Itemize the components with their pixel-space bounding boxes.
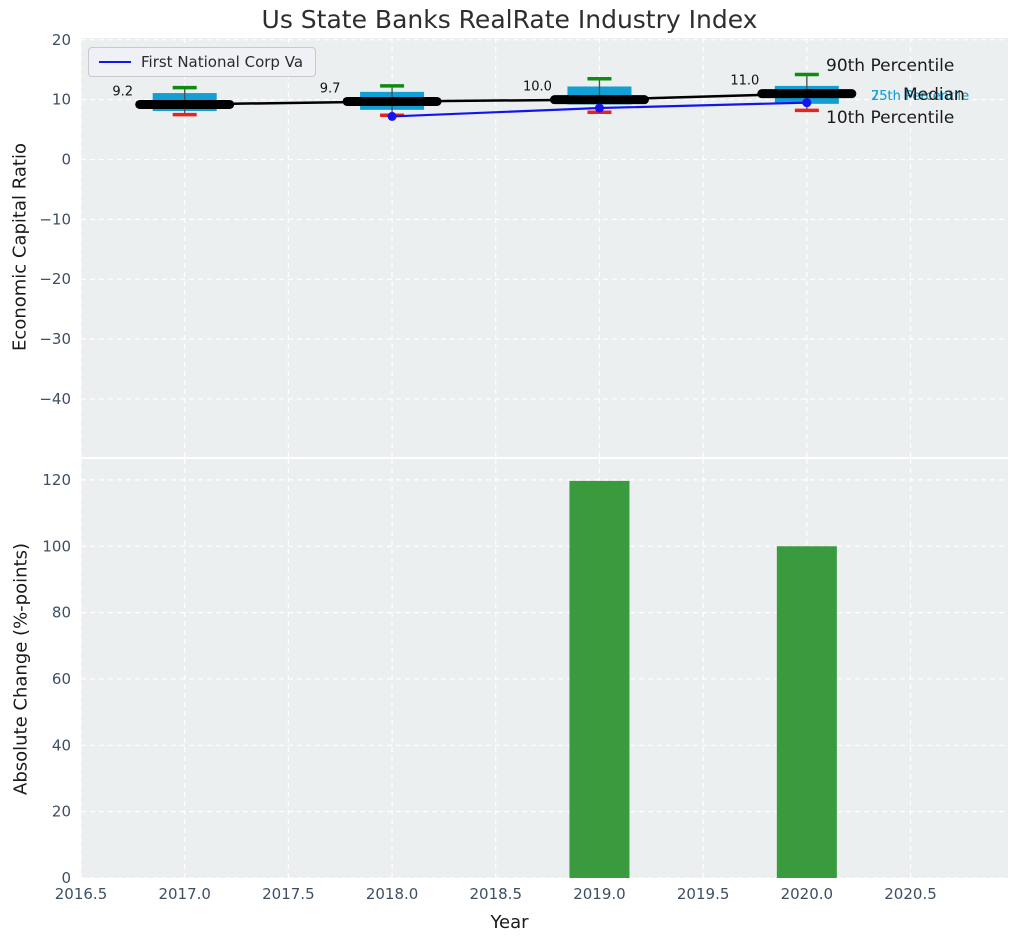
top-y-axis-label: Economic Capital Ratio xyxy=(9,143,31,351)
bar-2019 xyxy=(569,480,630,878)
top-y-tick-label: −10 xyxy=(39,210,71,228)
label-75th-percentile: 75th Percentile xyxy=(871,89,970,104)
top-y-tick-label: 10 xyxy=(52,91,71,109)
bottom-y-tick-label: 100 xyxy=(42,537,71,555)
label-median: Median xyxy=(903,85,965,105)
page-title: Us State Banks RealRate Industry Index xyxy=(261,5,758,34)
legend: First National Corp Va xyxy=(88,47,317,77)
top-y-tick-label: −30 xyxy=(39,330,71,348)
bottom-y-axis-label: Absolute Change (%-points) xyxy=(10,543,32,795)
bottom-y-tick-label: 0 xyxy=(61,869,71,887)
company-series-point xyxy=(802,98,812,108)
bottom-y-tick-label: 40 xyxy=(52,736,71,754)
x-tick-label: 2017.5 xyxy=(262,885,315,903)
top-y-tick-label: 20 xyxy=(52,31,71,49)
legend-label: First National Corp Va xyxy=(141,53,304,71)
company-series-point xyxy=(594,103,604,113)
x-tick-label: 2020.5 xyxy=(884,885,937,903)
median-value-annotation: 10.0 xyxy=(523,80,552,95)
median-connect-line xyxy=(184,92,807,106)
x-tick-label: 2018.5 xyxy=(470,885,523,903)
top-y-tick-label: −20 xyxy=(39,270,71,288)
legend-line-swatch xyxy=(99,61,131,63)
bottom-y-tick-label: 120 xyxy=(42,471,71,489)
x-tick-label: 2019.0 xyxy=(573,885,626,903)
median-value-annotation: 9.7 xyxy=(320,81,341,96)
median-value-annotation: 9.2 xyxy=(112,84,133,99)
x-tick-label: 2017.0 xyxy=(158,885,211,903)
bottom-y-tick-label: 60 xyxy=(52,670,71,688)
bar-2020 xyxy=(776,546,837,878)
x-tick-label: 2020.0 xyxy=(781,885,834,903)
median-value-annotation: 11.0 xyxy=(730,74,759,89)
x-axis-label: Year xyxy=(490,912,529,933)
top-y-tick-label: −40 xyxy=(39,390,71,408)
top-panel-background xyxy=(81,38,1008,457)
label-90th-percentile: 90th Percentile xyxy=(826,56,955,76)
bottom-y-tick-label: 20 xyxy=(52,803,71,821)
top-y-tick-label: 0 xyxy=(61,151,71,169)
x-tick-label: 2018.0 xyxy=(366,885,419,903)
label-10th-percentile: 10th Percentile xyxy=(826,108,955,128)
x-tick-label: 2016.5 xyxy=(55,885,108,903)
company-series-point xyxy=(387,111,397,121)
label-25th-percentile: 25th Percentile xyxy=(871,89,970,104)
bottom-y-tick-label: 80 xyxy=(52,604,71,622)
x-tick-label: 2019.5 xyxy=(677,885,730,903)
bottom-panel-background xyxy=(81,459,1008,878)
